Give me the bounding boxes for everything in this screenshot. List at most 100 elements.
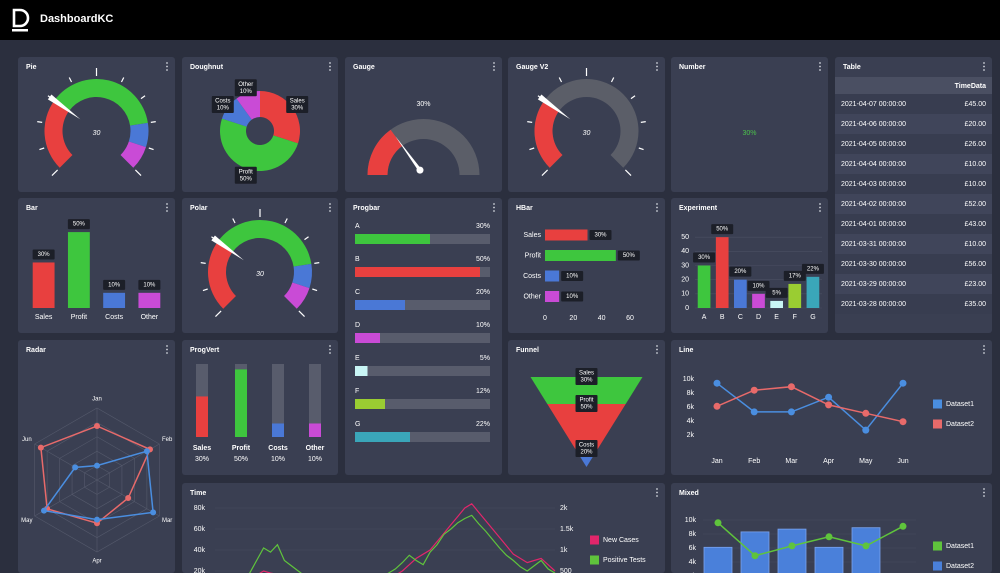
panel-menu[interactable] — [983, 345, 985, 354]
table-cell: 2021-04-02 00:00:00 — [841, 201, 906, 208]
panel: Line 2k 4k 6k 8k 10k Jan Feb Mar Apr May Jun Dataset… — [671, 340, 992, 475]
logo[interactable] — [8, 0, 38, 40]
data-label: 30% — [580, 378, 593, 384]
line-point — [862, 542, 870, 550]
bar-track — [355, 366, 490, 376]
panel-chart: Gauge V2 30 — [516, 62, 658, 176]
y-tick-label: Profit — [525, 252, 541, 259]
panel-menu[interactable] — [329, 203, 331, 212]
gauge-track — [367, 119, 480, 175]
label-box — [765, 287, 788, 298]
panel-menu[interactable] — [493, 62, 495, 71]
y2-tick-label: 1k — [560, 547, 568, 554]
radar-point — [72, 464, 79, 471]
bar-value: 50% — [234, 456, 248, 463]
radar-point — [94, 516, 100, 523]
menu-dot — [656, 65, 658, 68]
radar-point — [37, 444, 44, 451]
legend-label: Positive Tests — [603, 557, 646, 564]
gauge-tick — [541, 169, 549, 176]
data-label: Costs — [215, 99, 230, 105]
x-tick-label: D — [756, 314, 761, 321]
panel-menu[interactable] — [166, 203, 168, 212]
radar-label: May — [21, 518, 32, 524]
bar-track — [355, 300, 490, 310]
data-label: 10% — [108, 282, 121, 288]
panel-menu[interactable] — [656, 62, 658, 71]
panel-menu[interactable] — [329, 345, 331, 354]
y-tick-label: 6k — [689, 545, 697, 552]
panel-title: Polar — [190, 205, 208, 212]
radar-point — [125, 495, 132, 501]
panel-title: HBar — [516, 205, 533, 212]
bar-label: Other — [306, 445, 325, 452]
panel-title: Gauge — [353, 64, 375, 71]
panel-chart: Pie 30 — [26, 62, 168, 176]
table-cell: £10.00 — [965, 161, 987, 168]
line-point — [862, 426, 870, 434]
table-cell: 2021-03-30 00:00:00 — [841, 261, 906, 268]
bar-track — [309, 364, 321, 437]
bar-label: Sales — [193, 445, 211, 452]
menu-dot — [329, 69, 331, 71]
bar-label: Profit — [232, 445, 251, 452]
label-box — [693, 252, 716, 263]
bar — [851, 527, 881, 573]
radar-label: Apr — [92, 559, 101, 565]
table-row — [835, 114, 992, 134]
line-point — [751, 552, 759, 560]
radar-label: Feb — [162, 437, 173, 443]
table-cell: £10.00 — [965, 181, 987, 188]
gauge-tick — [304, 236, 309, 241]
panel-menu[interactable] — [983, 62, 985, 71]
y2-tick-label: 2k — [560, 505, 568, 512]
bar — [355, 399, 385, 409]
time-series — [248, 514, 556, 573]
gauge-segment — [44, 100, 73, 168]
line-point — [825, 533, 833, 541]
data-label: 10% — [566, 294, 579, 300]
line-series — [717, 522, 904, 557]
x-tick-label: C — [738, 314, 743, 321]
y-tick-label: Sales — [523, 232, 541, 239]
x-tick-label: B — [720, 314, 725, 321]
x-tick-label: 20 — [569, 315, 577, 322]
radar-label: Jan — [92, 397, 102, 403]
panel-chart: HBar 0 20 40 60 Sales 30% Profit 50% Costs 10% Othe… — [516, 203, 658, 322]
menu-dot — [493, 62, 495, 64]
bar-label: F — [355, 388, 359, 395]
panel-menu[interactable] — [166, 345, 168, 354]
gauge-needle — [395, 136, 421, 170]
table-row — [835, 154, 992, 174]
table-cell: 2021-04-04 00:00:00 — [841, 161, 906, 168]
panel: HBar 0 20 40 60 Sales 30% Profit 50% Costs 10% Othe… — [508, 198, 665, 333]
bar — [272, 423, 284, 437]
panel-menu[interactable] — [656, 488, 658, 497]
panel-menu[interactable] — [983, 488, 985, 497]
label-box — [286, 95, 309, 113]
panel-menu[interactable] — [656, 203, 658, 212]
data-label: 10% — [566, 274, 579, 280]
table-row — [835, 134, 992, 154]
gauge-value: 30% — [416, 101, 430, 108]
gauge-tick — [37, 121, 43, 123]
time-series — [259, 503, 556, 573]
panel-menu[interactable] — [819, 62, 821, 71]
bar — [103, 292, 126, 308]
panel-chart: Table TimeData 2021-04-07 00:00:00 £45.00 20… — [835, 62, 992, 314]
panel-title: Funnel — [516, 347, 539, 354]
gauge-tick — [134, 169, 142, 176]
y-tick-label: 4k — [689, 559, 697, 566]
panel-menu[interactable] — [166, 62, 168, 71]
panel: Radar Jan Feb Mar Apr May Jun — [18, 340, 175, 573]
menu-dot — [983, 348, 985, 351]
panel-menu[interactable] — [493, 203, 495, 212]
panel-menu[interactable] — [819, 203, 821, 212]
panel-chart: Bar 30% Sales 50% Profit 10% Costs 10% Other — [26, 203, 168, 321]
bar — [32, 262, 55, 308]
gauge-tick — [39, 147, 45, 151]
panel-menu[interactable] — [656, 345, 658, 354]
panel-menu[interactable] — [329, 62, 331, 71]
gauge-tick — [638, 147, 644, 151]
panel: Table TimeData 2021-04-07 00:00:00 £45.00 20… — [835, 57, 992, 333]
